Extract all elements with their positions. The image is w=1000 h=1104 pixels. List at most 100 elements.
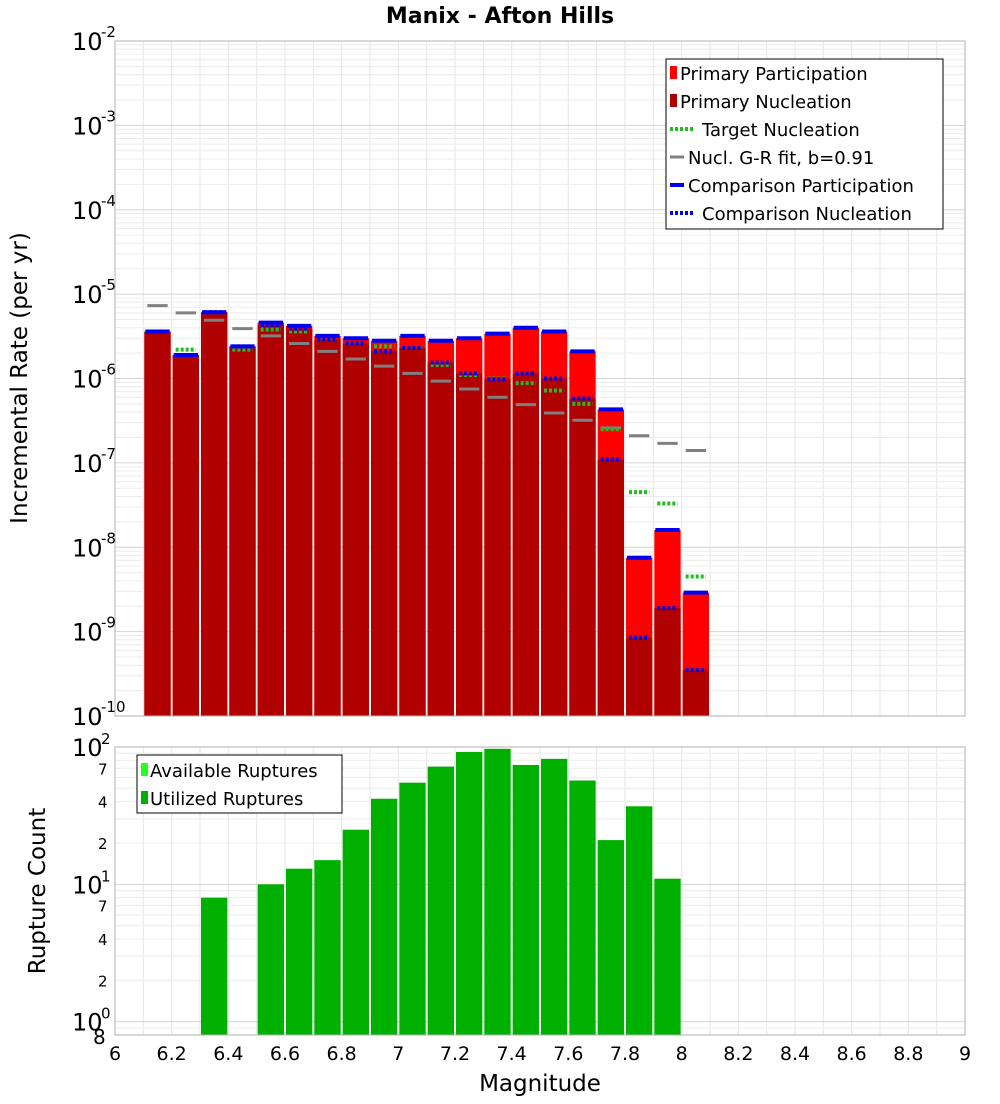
rupture-count-bar	[484, 748, 511, 1035]
x-tick-label: 7.2	[440, 1043, 470, 1065]
legend-item: Primary Nucleation	[670, 92, 852, 113]
y-tick-base: 10	[72, 366, 103, 394]
legend-label: Primary Nucleation	[680, 92, 852, 113]
rupture-count-bar	[541, 758, 568, 1035]
x-tick-label: 8.2	[723, 1043, 753, 1065]
nucleation-bar	[597, 459, 624, 716]
bottom-plot-frame	[114, 746, 966, 1036]
y-tick-base: 10	[72, 619, 103, 647]
legend-item: Nucl. G-R fit, b=0.91	[670, 148, 874, 169]
legend-item: Utilized Ruptures	[141, 789, 303, 810]
x-axis-label: Magnitude	[479, 1071, 601, 1097]
bottom-y-tick-label: 4	[98, 931, 108, 949]
nucleation-bar	[257, 325, 284, 716]
y-tick-base: 10	[72, 703, 103, 731]
bottom-y-tick-minor: 2	[98, 972, 108, 990]
top-legend: Primary Participation Primary Nucleation T…	[665, 58, 944, 230]
legend-label: Utilized Ruptures	[150, 789, 303, 810]
y-tick-label: 10-8	[72, 529, 116, 562]
bottom-y-tick-minor: 7	[98, 760, 108, 778]
y-tick-label: 10-2	[72, 23, 116, 56]
bottom-y-tick-label: 100	[72, 1005, 111, 1037]
y-tick-exponent: -6	[101, 361, 116, 379]
nucleation-bar	[371, 351, 398, 716]
y-tick-exponent: -4	[101, 192, 116, 210]
legend-item: Primary Participation	[670, 64, 868, 85]
x-tick-label: 8	[676, 1043, 688, 1065]
x-tick-label: 7.4	[497, 1043, 527, 1065]
legend-label: Target Nucleation	[701, 120, 860, 141]
legend-swatch	[670, 66, 677, 79]
legend-box	[136, 754, 343, 814]
bottom-y-tick-label: 2	[98, 972, 108, 990]
y-tick-label: 10-5	[72, 276, 116, 309]
bottom-y-tick-minor: 7	[98, 898, 108, 916]
y-tick-label: 10-9	[72, 614, 116, 647]
nucleation-bar	[682, 670, 709, 716]
nucleation-bar	[314, 339, 341, 716]
bottom-y-tick-label: 2	[98, 835, 108, 853]
bottom-y-tick-exponent: 1	[101, 867, 111, 885]
rupture-count-bar	[201, 897, 228, 1035]
y-tick-label: 10-6	[72, 361, 116, 394]
bottom-y-tick-exponent: 0	[101, 1005, 111, 1023]
bottom-y-tick-minor: 4	[98, 931, 108, 949]
nucleation-bar	[172, 354, 199, 716]
rupture-count-bar	[257, 884, 284, 1035]
x-tick-label: 6.2	[157, 1043, 187, 1065]
y-tick-label: 10-4	[72, 192, 116, 225]
x-tick-label: 7.6	[553, 1043, 583, 1065]
y-tick-base: 10	[72, 28, 103, 56]
x-tick-label: 6.6	[270, 1043, 300, 1065]
x-tick-label: 8.6	[837, 1043, 867, 1065]
legend-swatch	[670, 94, 677, 107]
rupture-count-bar	[427, 766, 454, 1035]
y-tick-exponent: -2	[101, 23, 116, 41]
bottom-y-tick-label: 8	[93, 1025, 106, 1049]
bottom-y-tick-label: 7	[98, 898, 108, 916]
y-tick-exponent: -10	[101, 698, 126, 716]
nucleation-bar	[512, 373, 539, 716]
rupture-count-bar	[314, 860, 341, 1035]
bottom-y-tick-label: 4	[98, 794, 108, 812]
y-tick-exponent: -5	[101, 276, 116, 294]
y-tick-exponent: -3	[101, 107, 116, 125]
top-markers	[145, 304, 708, 673]
y-tick-base: 10	[72, 534, 103, 562]
rupture-count-bar	[512, 764, 539, 1035]
rupture-count-bar	[654, 878, 681, 1035]
rupture-count-bar	[371, 798, 398, 1035]
bottom-y-tick-minor: 2	[98, 835, 108, 853]
nucleation-bar	[427, 362, 454, 716]
bottom-y-axis-label: Rupture Count	[25, 808, 51, 974]
bottom-y-tick-label: 102	[72, 730, 111, 762]
x-tick-label: 6.4	[213, 1043, 243, 1065]
bottom-y-tick-label: 7	[98, 760, 108, 778]
top-bars	[144, 312, 709, 716]
rupture-count-bar	[569, 780, 596, 1035]
nucleation-bar	[144, 331, 171, 716]
x-tick-label: 8.4	[780, 1043, 810, 1065]
y-tick-base: 10	[72, 112, 103, 140]
top-plot-frame	[114, 40, 966, 717]
bottom-y-tick-base: 10	[72, 1009, 103, 1037]
legend-item: Available Ruptures	[141, 761, 318, 782]
legend-label: Primary Participation	[680, 64, 868, 85]
rupture-count-bar	[286, 868, 313, 1035]
rupture-count-bar	[399, 782, 426, 1035]
nucleation-bar	[286, 328, 313, 716]
nucleation-bar	[569, 398, 596, 716]
top-y-axis-label: Incremental Rate (per yr)	[7, 232, 33, 524]
bottom-y-tick-exponent: 2	[101, 730, 111, 748]
nucleation-bar	[484, 379, 511, 716]
y-tick-exponent: -9	[101, 614, 116, 632]
y-tick-base: 10	[72, 281, 103, 309]
nucleation-bar	[456, 373, 483, 716]
x-tick-label: 9	[959, 1043, 971, 1065]
x-tick-label: 7	[392, 1043, 404, 1065]
legend-swatch	[141, 791, 148, 804]
rupture-count-bar	[626, 806, 653, 1035]
chart-title: Manix - Afton Hills	[386, 4, 614, 29]
x-tick-label: 6	[109, 1043, 121, 1065]
